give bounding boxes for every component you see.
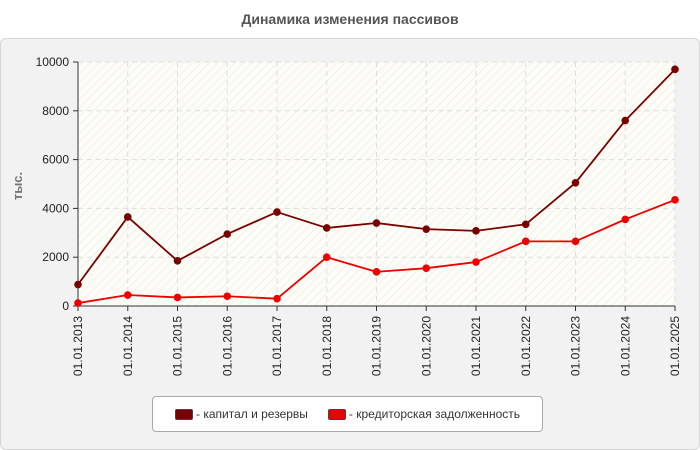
series-1-point-2 bbox=[173, 293, 182, 302]
y-axis-label: тыс. bbox=[10, 172, 25, 200]
x-tick-labels: 01.01.2013 01.01.2014 01.01.2015 01.01.2016… bbox=[71, 316, 682, 376]
legend: - капитал и резервы - кредиторская задол… bbox=[152, 396, 543, 432]
x-tick-label-11: 01.01.2024 bbox=[618, 316, 632, 376]
series-1-point-11 bbox=[621, 215, 630, 224]
series-1-point-6 bbox=[372, 268, 381, 276]
x-tick-label-12: 01.01.2025 bbox=[668, 316, 682, 376]
series-0-point-11 bbox=[621, 116, 630, 125]
x-tick-label-10: 01.01.2023 bbox=[569, 316, 583, 376]
legend-label-payables: - кредиторская задолженность bbox=[348, 407, 520, 421]
gridlines bbox=[78, 61, 676, 306]
series-0-point-1 bbox=[123, 213, 132, 221]
x-tick-label-2: 01.01.2015 bbox=[171, 316, 185, 376]
y-tick-label-4: 8000 bbox=[42, 104, 69, 118]
legend-swatch-capital bbox=[174, 408, 193, 420]
series-0-point-12 bbox=[671, 65, 679, 74]
y-tick-label-0: 0 bbox=[62, 299, 69, 313]
series-0-point-4 bbox=[273, 208, 281, 216]
series-1-point-7 bbox=[422, 264, 431, 272]
series-1-point-5 bbox=[322, 253, 331, 262]
y-tick-labels: 0 2000 4000 6000 8000 10000 bbox=[36, 55, 70, 313]
series-0-point-8 bbox=[472, 227, 480, 235]
legend-label-capital: - капитал и резервы bbox=[195, 407, 308, 421]
series-0-point-10 bbox=[571, 178, 580, 187]
legend-item-payables: - кредиторская задолженность bbox=[327, 407, 520, 421]
x-tick-label-3: 01.01.2016 bbox=[220, 316, 234, 376]
x-tick-label-1: 01.01.2014 bbox=[121, 316, 135, 376]
x-tick-label-6: 01.01.2019 bbox=[370, 316, 384, 376]
legend-swatch-payables bbox=[327, 408, 346, 420]
y-tick-label-1: 2000 bbox=[42, 250, 69, 264]
series-1-point-0 bbox=[74, 299, 82, 307]
series-1-point-8 bbox=[472, 258, 480, 266]
series-0-point-3 bbox=[223, 230, 232, 238]
series-0-point-2 bbox=[173, 257, 182, 265]
series-1-point-12 bbox=[671, 196, 679, 204]
x-tick-label-0: 01.01.2013 bbox=[71, 316, 85, 376]
series-1-point-4 bbox=[273, 294, 281, 303]
series-1-point-3 bbox=[223, 292, 232, 301]
legend-item-capital: - капитал и резервы bbox=[174, 407, 308, 421]
series-0-point-6 bbox=[372, 219, 381, 227]
x-tick-label-7: 01.01.2020 bbox=[419, 316, 433, 376]
series-0-point-9 bbox=[521, 220, 530, 229]
series-1-point-9 bbox=[521, 237, 530, 246]
chart-title: Динамика изменения пассивов bbox=[241, 11, 459, 27]
x-tick-label-4: 01.01.2017 bbox=[270, 316, 284, 376]
series-0-point-7 bbox=[422, 225, 431, 233]
y-tick-label-3: 6000 bbox=[42, 153, 69, 167]
y-tick-label-2: 4000 bbox=[42, 201, 69, 215]
series-1-point-10 bbox=[571, 237, 580, 246]
series-1-point-1 bbox=[123, 291, 132, 299]
x-tick-label-8: 01.01.2021 bbox=[469, 316, 483, 376]
y-tick-label-5: 10000 bbox=[36, 55, 70, 69]
x-tick-label-5: 01.01.2018 bbox=[320, 316, 334, 376]
series-group bbox=[74, 65, 679, 307]
series-0-point-5 bbox=[322, 224, 331, 232]
x-tick-label-9: 01.01.2022 bbox=[519, 316, 533, 376]
series-0-point-0 bbox=[74, 280, 82, 289]
